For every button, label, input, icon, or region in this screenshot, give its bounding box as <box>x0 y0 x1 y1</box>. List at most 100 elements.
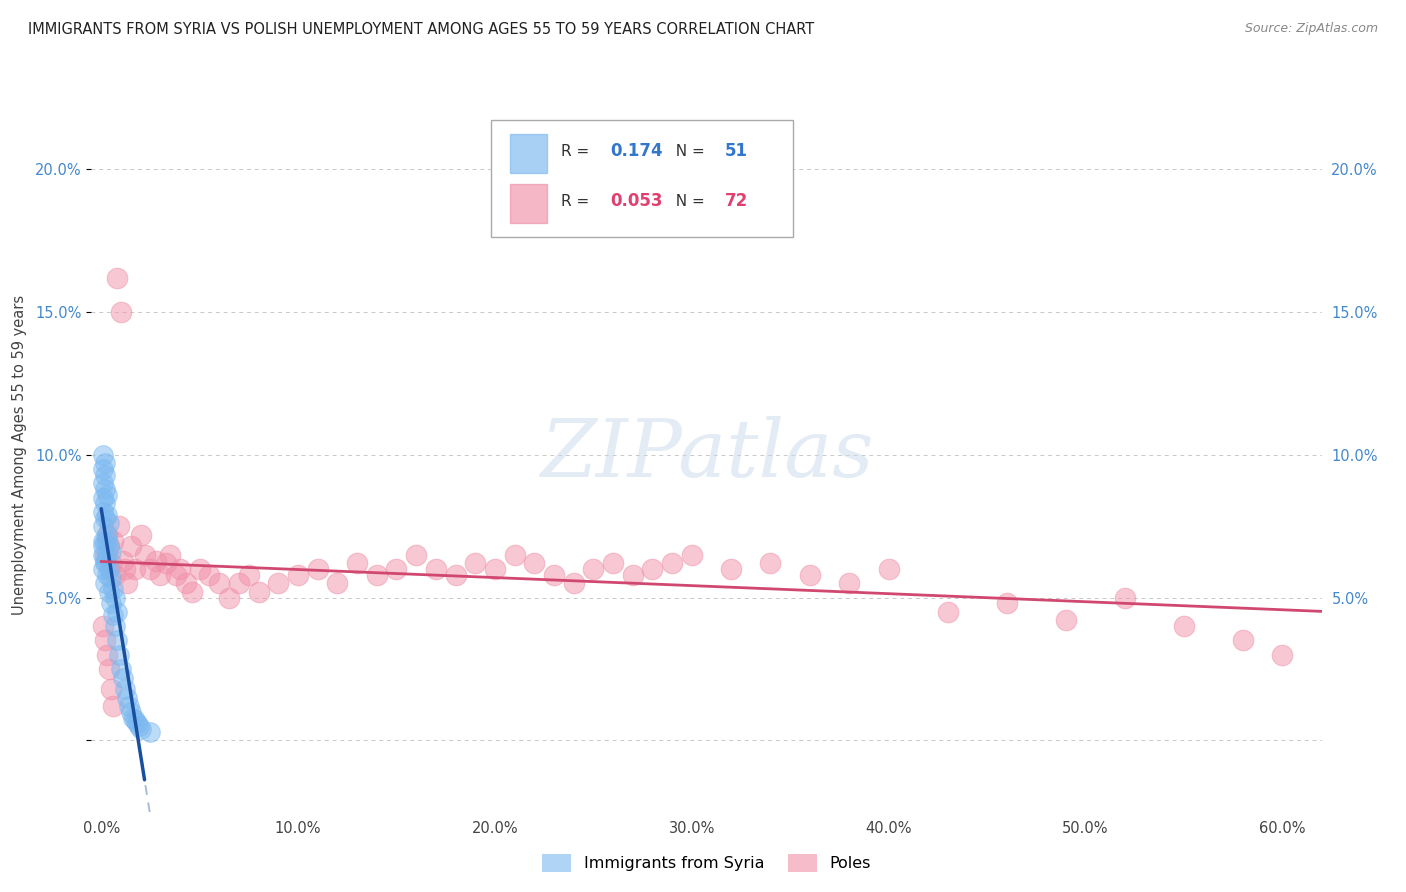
Point <box>114 562 136 576</box>
Point <box>94 548 117 562</box>
Point <box>91 519 114 533</box>
Point <box>91 448 114 462</box>
Point <box>98 539 121 553</box>
Point <box>218 591 240 605</box>
Point <box>228 576 250 591</box>
Point <box>94 633 117 648</box>
Text: N =: N = <box>666 144 710 159</box>
Legend: Immigrants from Syria, Poles: Immigrants from Syria, Poles <box>536 847 877 879</box>
Point <box>96 648 118 662</box>
Point <box>110 662 132 676</box>
Bar <box>509 184 547 223</box>
Point <box>96 488 118 502</box>
Point <box>91 491 114 505</box>
Point <box>523 557 546 571</box>
Point <box>188 562 211 576</box>
Point <box>94 496 117 510</box>
Point <box>155 557 177 571</box>
Point <box>115 690 138 705</box>
Point <box>94 533 117 548</box>
Point <box>641 562 664 576</box>
Point <box>1114 591 1136 605</box>
Point <box>129 722 152 736</box>
Point <box>464 557 486 571</box>
Point <box>129 528 152 542</box>
Point <box>94 576 117 591</box>
Point <box>425 562 447 576</box>
Point <box>385 562 408 576</box>
Point <box>169 562 191 576</box>
Point <box>98 585 121 599</box>
Text: 0.174: 0.174 <box>610 143 664 161</box>
Point <box>94 482 117 496</box>
Point <box>238 567 260 582</box>
Point <box>115 576 138 591</box>
Point <box>100 681 122 696</box>
Point <box>114 681 136 696</box>
Point <box>120 705 142 719</box>
Point <box>145 553 167 567</box>
Point <box>1173 619 1195 633</box>
Point <box>104 619 127 633</box>
Point <box>94 510 117 524</box>
Point <box>100 596 122 610</box>
Point <box>100 571 122 585</box>
Point <box>96 567 118 582</box>
Point <box>98 562 121 576</box>
Point <box>111 671 134 685</box>
Point <box>121 710 143 724</box>
Point <box>100 545 122 559</box>
Point <box>838 576 860 591</box>
Point <box>134 548 156 562</box>
Point <box>307 562 329 576</box>
Point <box>98 662 121 676</box>
Point <box>124 714 146 728</box>
Point <box>877 562 900 576</box>
Point <box>125 716 148 731</box>
Point <box>208 576 231 591</box>
Text: ZIPatlas: ZIPatlas <box>540 417 873 493</box>
Text: N =: N = <box>666 194 710 209</box>
Point <box>198 567 221 582</box>
Point <box>247 585 270 599</box>
Point <box>267 576 290 591</box>
Point <box>96 548 118 562</box>
Point <box>120 539 142 553</box>
Point <box>110 305 132 319</box>
Point <box>346 557 368 571</box>
Bar <box>509 134 547 173</box>
Point <box>128 719 150 733</box>
Point <box>124 562 146 576</box>
Point <box>101 699 124 714</box>
Point <box>91 539 114 553</box>
Point <box>1054 614 1077 628</box>
Point <box>405 548 427 562</box>
Point <box>100 557 122 571</box>
Point <box>91 548 114 562</box>
Point <box>108 519 131 533</box>
Point <box>180 585 202 599</box>
Point <box>101 533 124 548</box>
Point <box>98 516 121 531</box>
Point <box>444 567 467 582</box>
Point <box>661 557 683 571</box>
Point <box>104 591 127 605</box>
Point <box>484 562 506 576</box>
Point <box>94 467 117 482</box>
Point <box>582 562 605 576</box>
Point <box>159 548 181 562</box>
Point <box>139 724 162 739</box>
FancyBboxPatch shape <box>491 120 793 237</box>
Text: IMMIGRANTS FROM SYRIA VS POLISH UNEMPLOYMENT AMONG AGES 55 TO 59 YEARS CORRELATI: IMMIGRANTS FROM SYRIA VS POLISH UNEMPLOY… <box>28 22 814 37</box>
Point <box>621 567 644 582</box>
Point <box>94 457 117 471</box>
Point <box>759 557 782 571</box>
Point <box>96 533 118 548</box>
Point <box>326 576 349 591</box>
Point <box>105 271 128 285</box>
Point <box>94 553 117 567</box>
Point <box>98 539 121 553</box>
Y-axis label: Unemployment Among Ages 55 to 59 years: Unemployment Among Ages 55 to 59 years <box>11 295 27 615</box>
Text: 72: 72 <box>725 193 748 211</box>
Point <box>1232 633 1254 648</box>
